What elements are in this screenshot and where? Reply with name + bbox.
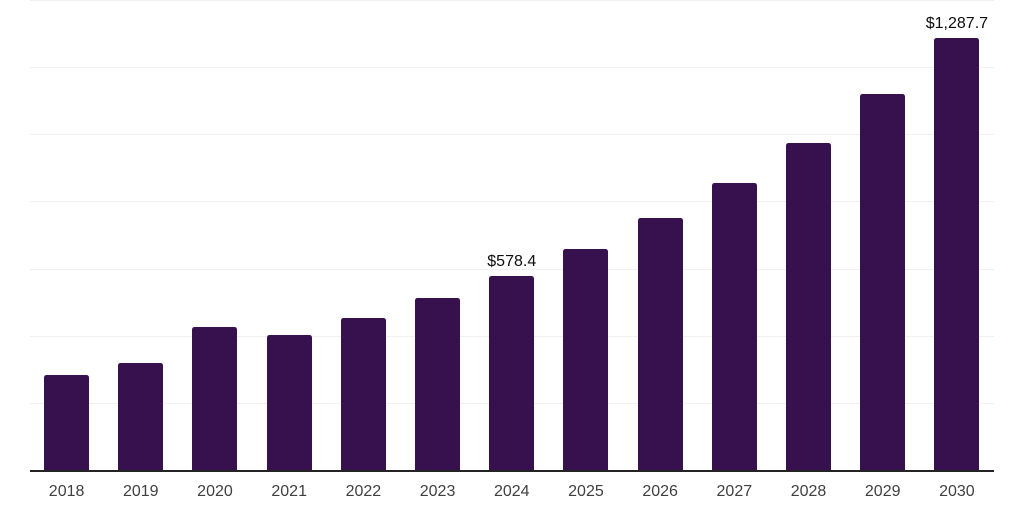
gridline-1000	[29, 134, 994, 136]
bar-2030[interactable]	[934, 37, 980, 470]
x-tick-label-2028: 2028	[790, 483, 827, 500]
bar-2019[interactable]	[118, 362, 164, 470]
bar-2029[interactable]	[860, 94, 906, 470]
bar-2026[interactable]	[637, 218, 683, 470]
x-tick-label-2023: 2023	[419, 483, 456, 500]
bar-2024[interactable]	[489, 275, 535, 470]
x-tick-label-2020: 2020	[197, 483, 233, 500]
bar-value-label-2024: $578.4	[487, 252, 537, 270]
plot-area: $578.4 $1,287.7	[29, 0, 994, 470]
bar-2018[interactable]	[44, 375, 90, 470]
bar-value-label-2030: $1,287.7	[925, 14, 989, 32]
bar-2022[interactable]	[340, 318, 386, 470]
gridline-600	[29, 268, 994, 270]
bar-2023[interactable]	[415, 298, 461, 470]
x-tick-label-2024: 2024	[493, 483, 530, 500]
gridline-1400	[29, 0, 994, 1]
bar-2025[interactable]	[563, 249, 609, 470]
x-tick-label-2021: 2021	[271, 483, 307, 500]
x-tick-label-2030: 2030	[939, 483, 975, 500]
bar-2021[interactable]	[266, 335, 312, 470]
bar-2027[interactable]	[711, 182, 757, 470]
x-tick-label-2026: 2026	[642, 483, 678, 500]
x-axis-line	[29, 470, 994, 472]
x-tick-label-2022: 2022	[345, 483, 382, 500]
gridline-1200	[29, 67, 994, 69]
bar-2028[interactable]	[786, 142, 832, 470]
x-tick-label-2019: 2019	[122, 483, 159, 500]
bar-2020[interactable]	[192, 326, 238, 470]
x-tick-label-2027: 2027	[716, 483, 753, 500]
x-tick-label-2029: 2029	[864, 483, 901, 500]
x-tick-label-2018: 2018	[48, 483, 85, 500]
gridline-800	[29, 201, 994, 203]
x-tick-label-2025: 2025	[568, 483, 604, 500]
